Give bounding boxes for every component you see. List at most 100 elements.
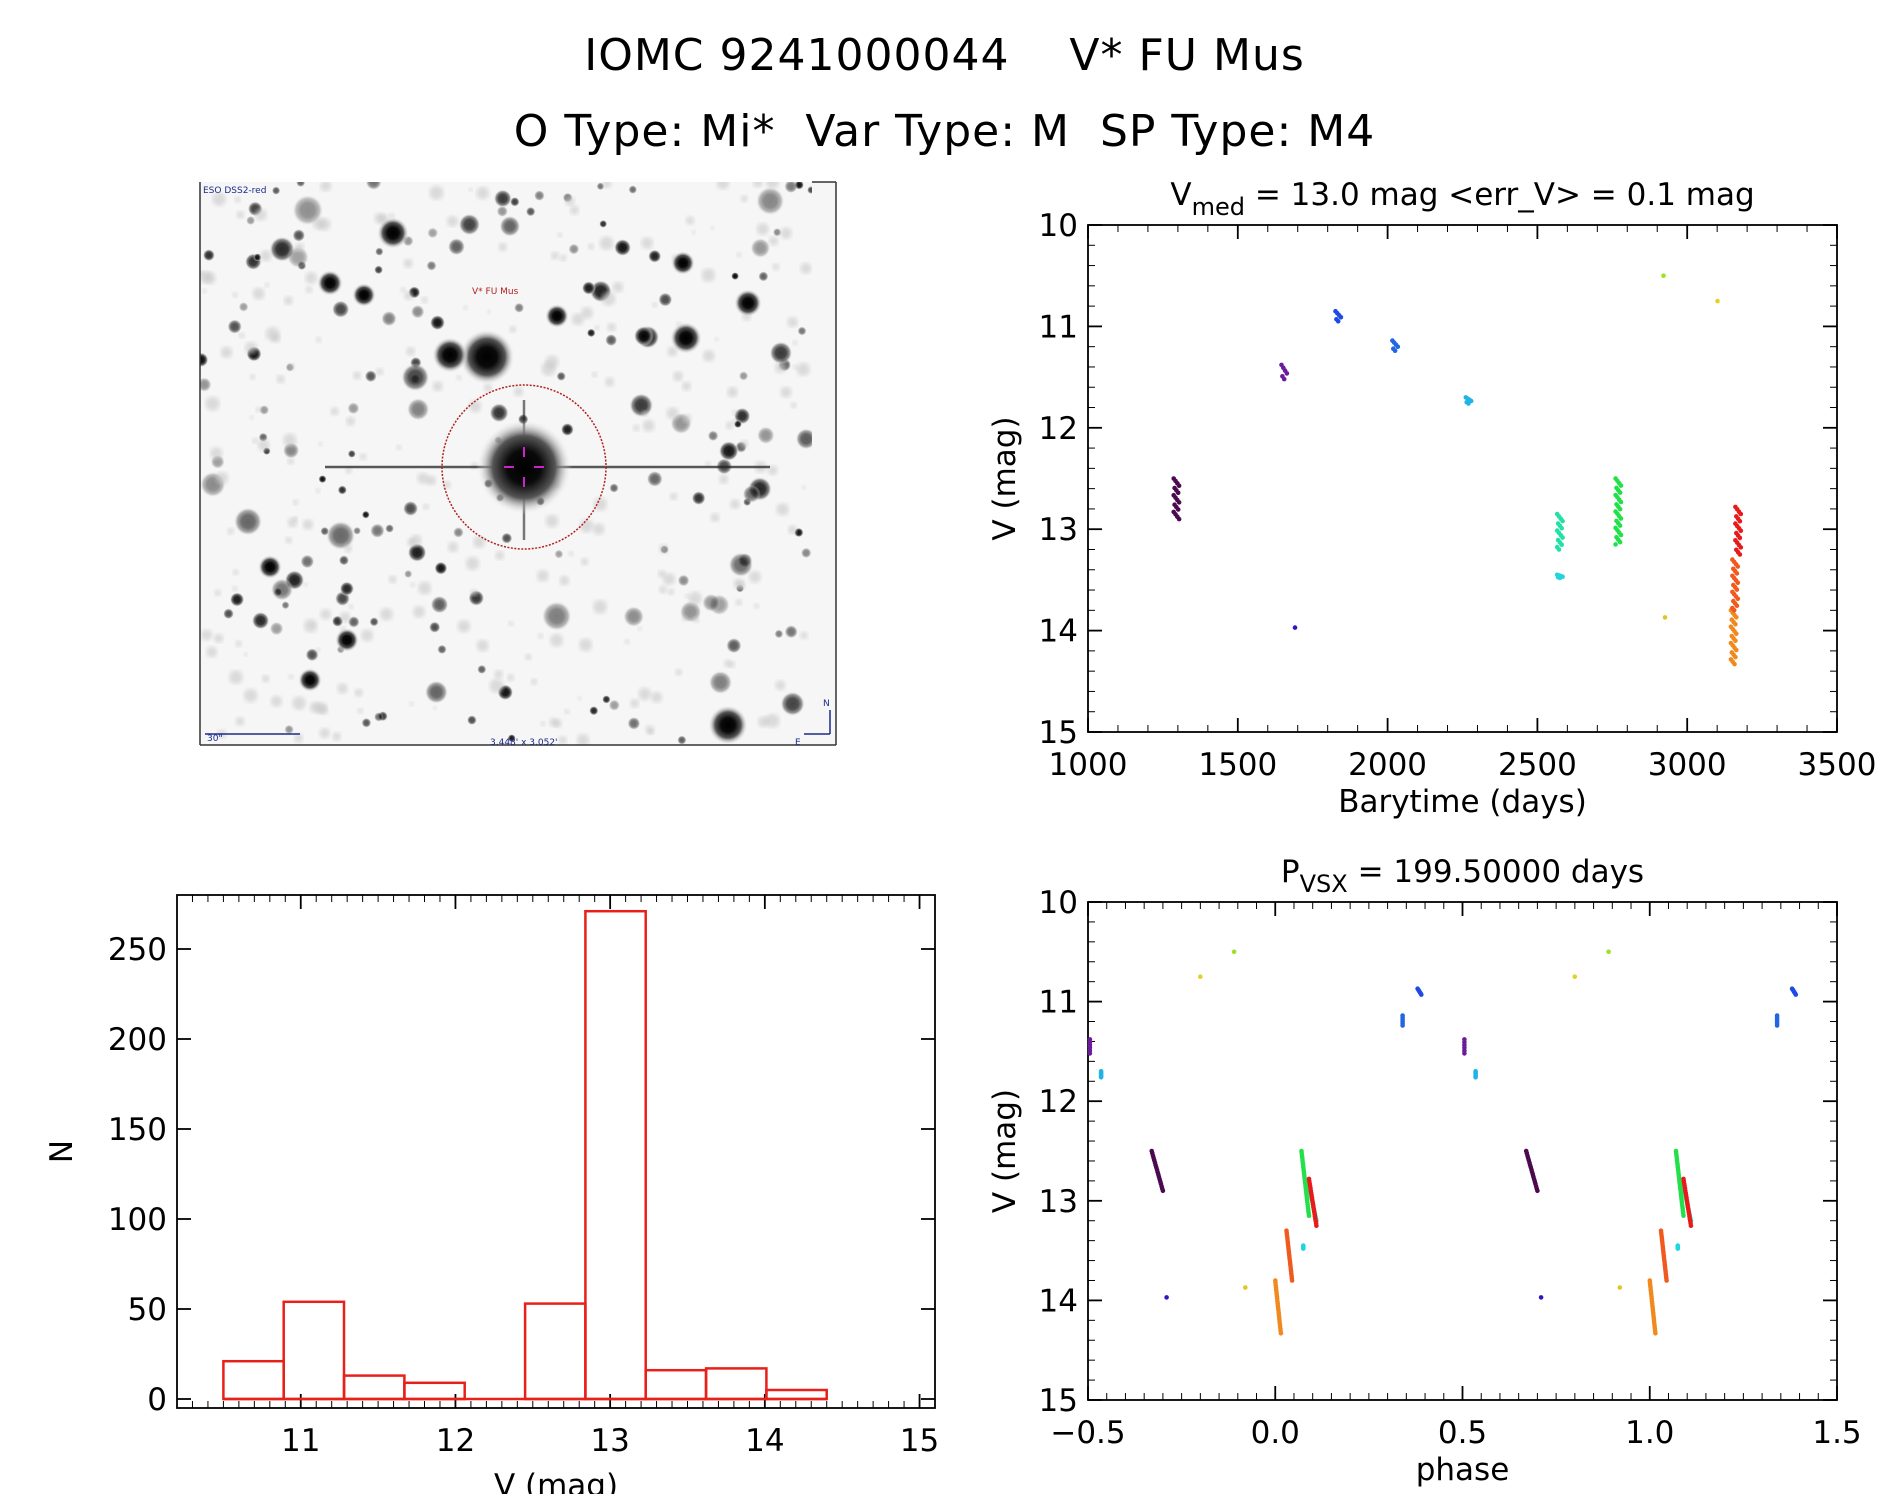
bright-star [670,322,702,354]
background-noise [599,236,614,250]
background-noise [780,227,792,239]
phase-data-point [1160,1188,1166,1194]
background-noise [227,527,235,535]
background-noise [432,381,443,392]
field-star [728,552,754,578]
background-noise [260,250,272,262]
background-noise [305,272,317,284]
background-noise [447,215,458,227]
phase-data-point [1243,1285,1248,1290]
bright-star [670,157,690,177]
background-noise [580,558,589,566]
background-noise [580,519,594,533]
bright-star [352,283,376,307]
background-noise [800,631,808,640]
field-star [501,532,513,544]
phase-data-point [1688,1223,1694,1228]
lc-data-point [1560,535,1565,540]
background-noise [270,695,282,708]
background-noise [206,646,218,658]
background-noise [498,242,507,252]
field-star [733,420,743,429]
field-star [318,475,327,484]
background-noise [288,363,295,370]
lc-title-main: V [1170,177,1191,213]
lc-ytick-label: 15 [1039,715,1078,751]
field-star [708,670,733,695]
lc-xtick-label: 2000 [1348,747,1427,783]
background-noise [495,550,505,560]
field-star [437,644,447,655]
phase-data-point [1289,1278,1295,1283]
background-noise [229,670,243,684]
background-noise [494,669,503,679]
phase-xtick-label: −0.5 [1050,1415,1125,1451]
background-noise [727,386,738,398]
lc-data-point [1732,661,1737,667]
background-noise [557,232,563,238]
lc-data-point [1733,622,1738,627]
background-noise [776,503,789,516]
field-star [599,219,608,228]
field-star [325,520,356,551]
background-noise [796,362,810,376]
field-star [658,292,673,307]
field-star [493,189,512,208]
background-noise [719,474,729,484]
background-noise [577,696,582,701]
background-noise [470,589,478,597]
background-noise [302,519,314,530]
phase-xtick-label: 0.5 [1438,1415,1487,1451]
field-star [605,333,618,347]
background-noise [787,317,798,328]
field-star [361,717,372,728]
background-noise [463,305,468,311]
phase-data-point [1473,1075,1478,1080]
lc-data-point [1559,525,1564,531]
background-noise [593,523,605,535]
background-noise [315,488,321,494]
bright-star [734,289,762,317]
background-noise [545,514,559,528]
background-noise [735,599,742,606]
hist-ylabel: N [44,1140,80,1163]
phase-data-point [1681,1213,1686,1218]
finder-chart: ESO DSS2-red V* FU Mus 30" 3.448' x 3.05… [199,157,837,748]
field-star [784,182,798,194]
field-star [525,206,536,217]
background-noise [205,396,220,411]
background-noise [374,212,386,224]
field-star [556,371,566,382]
hist-bar [222,1359,285,1401]
background-noise [630,699,639,708]
background-noise [768,236,779,246]
background-noise [283,433,297,447]
bright-star [545,304,569,328]
background-noise [255,406,262,413]
background-noise [202,288,207,294]
background-noise [457,620,471,633]
background-noise [756,223,769,236]
background-noise [243,652,248,657]
background-noise [749,571,761,583]
background-noise [550,633,564,647]
background-noise [406,346,415,356]
background-noise [254,208,267,221]
background-noise [409,701,415,707]
field-star [300,554,315,569]
field-star [286,246,310,269]
lc-data-point [1733,654,1738,660]
background-noise [732,410,738,416]
phase-data-point [1314,1223,1319,1228]
finder-fov-label: 3.448' x 3.052' [490,738,558,748]
background-noise [315,647,321,652]
field-star [541,600,572,632]
background-noise [651,302,658,308]
background-noise [310,622,315,628]
phase-data-point [1198,974,1203,979]
field-star [513,302,525,313]
bright-star [317,270,343,296]
background-noise [330,407,339,416]
hist-xlabel: V (mag) [494,1468,618,1494]
finder-star-field [200,157,812,745]
